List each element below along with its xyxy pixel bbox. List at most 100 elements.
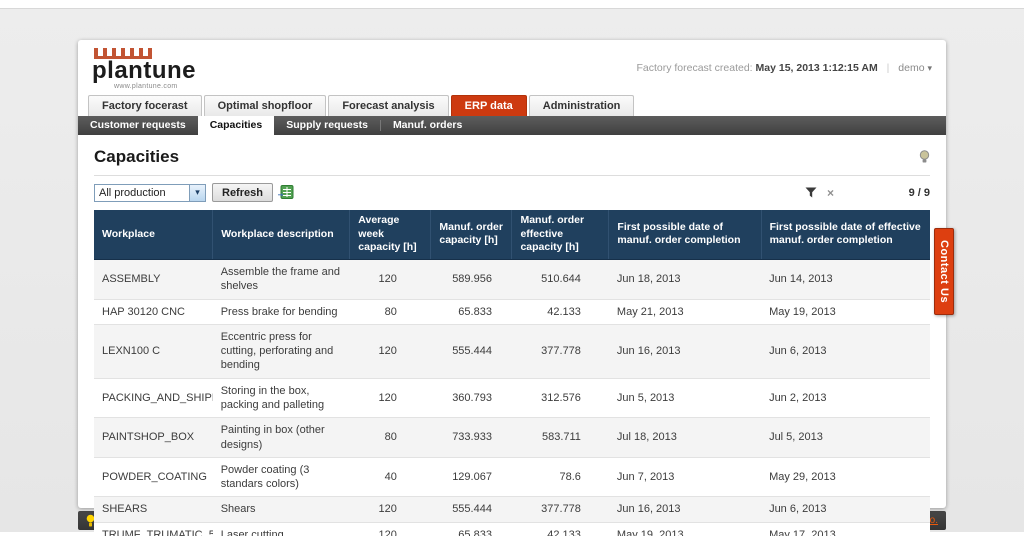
subtab-manuf-orders[interactable]: Manuf. orders: [392, 119, 463, 131]
table-cell: SHEARS: [94, 496, 213, 523]
lightbulb-icon: [86, 514, 95, 526]
column-header[interactable]: Workplace description: [212, 210, 350, 260]
tab-optimal-shopfloor[interactable]: Optimal shopfloor: [203, 95, 327, 116]
table-cell: Jun 18, 2013: [608, 259, 762, 300]
table-cell: 583.711: [511, 417, 609, 458]
table-cell: 555.444: [430, 496, 512, 523]
table-cell: Jun 6, 2013: [761, 496, 930, 523]
sub-tab-bar: Customer requests Capacities Supply requ…: [78, 116, 946, 135]
table-cell: POWDER_COATING: [94, 457, 213, 498]
table-cell: Assemble the frame and shelves: [212, 259, 350, 300]
table-cell: 120: [349, 496, 431, 523]
table-cell: May 29, 2013: [761, 457, 930, 498]
table-cell: 40: [349, 457, 431, 498]
user-name: demo: [898, 62, 925, 74]
table-cell: Jul 18, 2013: [608, 417, 762, 458]
table-cell: HAP 30120 CNC: [94, 299, 213, 325]
table-cell: Storing in the box, packing and palletin…: [212, 378, 350, 419]
table-header-row: Workplace Workplace description Average we…: [94, 210, 930, 260]
table-row: PAINTSHOP_BOX Painting in box (other desi…: [94, 417, 930, 458]
subtab-capacities[interactable]: Capacities: [197, 116, 275, 135]
excel-export-icon[interactable]: [277, 185, 294, 200]
table-cell: Jun 16, 2013: [608, 324, 762, 379]
column-header[interactable]: First possible date of effective manuf. …: [760, 210, 930, 260]
contact-us-tab[interactable]: Contact Us: [934, 228, 954, 316]
table-cell: Jun 5, 2013: [608, 378, 762, 419]
clear-filter-icon[interactable]: ×: [826, 185, 834, 200]
table-row: HAP 30120 CNC Press brake for bending 80 65…: [94, 299, 930, 325]
table-cell: PACKING_AND_SHIPPING: [94, 378, 213, 419]
column-header[interactable]: Average week capacity [h]: [349, 210, 431, 260]
app-window: plantune www.plantune.com Factory foreca…: [78, 40, 954, 536]
tab-factory-forecast[interactable]: Factory focerast: [88, 95, 202, 116]
table-cell: Jun 7, 2013: [608, 457, 762, 498]
grid-controls: × 9 / 9: [805, 187, 930, 199]
logo-subtext: www.plantune.com: [114, 83, 178, 90]
forecast-label: Factory forecast created:: [636, 62, 753, 74]
table-cell: Jul 5, 2013: [761, 417, 930, 458]
table-row: TRUMF_TRUMATIC_500Laser cutting12065.833…: [94, 522, 930, 536]
user-menu[interactable]: demo ▾: [898, 62, 932, 74]
table-cell: Powder coating (3 standars colors): [212, 457, 350, 498]
forecast-info: Factory forecast created: May 15, 2013 1…: [636, 62, 932, 90]
table-cell: May 17, 2013: [761, 522, 930, 536]
table-row: ASSEMBLY Assemble the frame and shelves 12…: [94, 259, 930, 300]
help-lightbulb-icon[interactable]: [919, 149, 930, 165]
table-cell: 377.778: [511, 324, 609, 379]
column-header[interactable]: Manuf. order effective capacity [h]: [511, 210, 609, 260]
chevron-down-icon: ▾: [927, 63, 932, 73]
column-header[interactable]: First possible date of manuf. order comp…: [608, 210, 762, 260]
tab-administration[interactable]: Administration: [528, 95, 635, 116]
table-cell: 733.933: [430, 417, 512, 458]
toolbar: All production ▾ Refresh × 9 /: [94, 183, 930, 202]
table-cell: 120: [349, 522, 431, 536]
table-cell: Shears: [212, 496, 350, 523]
plantune-logo[interactable]: plantune www.plantune.com: [92, 48, 196, 90]
refresh-button[interactable]: Refresh: [212, 183, 273, 202]
table-cell: 65.833: [430, 299, 512, 325]
tab-erp-data[interactable]: ERP data: [450, 95, 527, 116]
table-cell: 120: [349, 324, 431, 379]
content-area: Capacities All production ▾ Refresh: [78, 135, 946, 536]
column-header[interactable]: Workplace: [94, 210, 213, 260]
table-cell: LEXN100 C: [94, 324, 213, 379]
subtab-customer-requests[interactable]: Customer requests: [90, 119, 186, 131]
capacities-table: Workplace Workplace description Average we…: [94, 210, 930, 536]
column-header[interactable]: Manuf. order capacity [h]: [430, 210, 512, 260]
table-cell: 360.793: [430, 378, 512, 419]
table-cell: Laser cutting: [212, 522, 350, 536]
table-cell: ASSEMBLY: [94, 259, 213, 300]
forecast-timestamp: May 15, 2013 1:12:15 AM: [755, 62, 878, 74]
table-cell: Jun 14, 2013: [761, 259, 930, 300]
selected-filter-option: All production: [99, 186, 166, 199]
capacities-table-body: ASSEMBLY Assemble the frame and shelves 12…: [94, 259, 930, 536]
table-cell: Jun 16, 2013: [608, 496, 762, 523]
table-cell: 555.444: [430, 324, 512, 379]
header-separator: |: [886, 62, 890, 74]
table-row: SHEARS Shears 120 555.444 377.778 Jun 16, 201…: [94, 496, 930, 523]
table-cell: 65.833: [430, 522, 512, 536]
table-row: LEXN100 C Eccentric press for cutting, pe…: [94, 324, 930, 379]
table-cell: May 19, 2013: [608, 522, 762, 536]
table-cell: 42.133: [511, 522, 609, 536]
table-cell: Eccentric press for cutting, perforating…: [212, 324, 350, 379]
app-header: plantune www.plantune.com Factory foreca…: [78, 40, 946, 90]
table-row: POWDER_COATING Powder coating (3 standars…: [94, 457, 930, 498]
tab-forecast-analysis[interactable]: Forecast analysis: [328, 95, 449, 116]
table-cell: Press brake for bending: [212, 299, 350, 325]
record-count: 9 / 9: [908, 186, 930, 199]
table-row: PACKING_AND_SHIPPINGStoring in the box, …: [94, 378, 930, 419]
table-cell: Painting in box (other designs): [212, 417, 350, 458]
table-cell: Jun 2, 2013: [761, 378, 930, 419]
table-cell: PAINTSHOP_BOX: [94, 417, 213, 458]
subtab-supply-requests[interactable]: Supply requests: [286, 119, 368, 131]
filter-funnel-icon[interactable]: [805, 187, 817, 198]
table-cell: 78.6: [511, 457, 609, 498]
table-cell: TRUMF_TRUMATIC_500: [94, 522, 213, 536]
production-filter-select[interactable]: All production ▾: [94, 183, 206, 202]
table-cell: 377.778: [511, 496, 609, 523]
table-cell: May 21, 2013: [608, 299, 762, 325]
page-title: Capacities: [94, 147, 180, 166]
table-cell: May 19, 2013: [761, 299, 930, 325]
